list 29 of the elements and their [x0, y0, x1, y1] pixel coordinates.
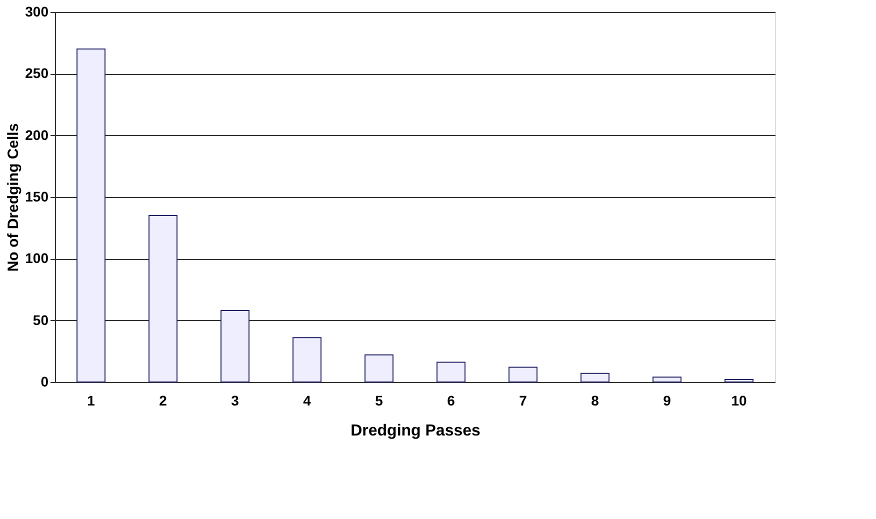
x-tick-label: 9 [663, 392, 672, 408]
bar [508, 366, 538, 382]
y-tick-label: 200 [25, 126, 49, 143]
bar [220, 310, 250, 382]
x-tick-label: 1 [87, 392, 96, 408]
y-tick-label: 300 [25, 4, 49, 20]
x-tick-label: 7 [519, 392, 528, 408]
bar [436, 362, 466, 382]
x-tick-label: 3 [231, 392, 240, 408]
x-tick-label: 5 [375, 392, 384, 408]
x-axis-title: Dredging Passes [350, 422, 481, 440]
bar [76, 48, 106, 382]
x-tick-label: 2 [159, 392, 168, 408]
bar [652, 376, 682, 382]
bar [364, 354, 394, 382]
y-tick-label: 50 [32, 312, 49, 328]
bar [580, 372, 610, 382]
bar [292, 337, 322, 382]
x-tick-label: 6 [447, 392, 456, 408]
x-tick-label: 8 [591, 392, 600, 408]
y-tick-label: 0 [40, 374, 49, 390]
y-tick-label: 250 [25, 65, 49, 82]
bar [724, 379, 754, 382]
bar [148, 215, 178, 382]
y-axis-title: No of Dredging Cells [5, 123, 22, 272]
y-tick-label: 150 [25, 188, 49, 204]
x-tick-label: 10 [731, 392, 747, 408]
x-tick-label: 4 [303, 392, 312, 408]
y-tick-label: 100 [25, 250, 49, 266]
